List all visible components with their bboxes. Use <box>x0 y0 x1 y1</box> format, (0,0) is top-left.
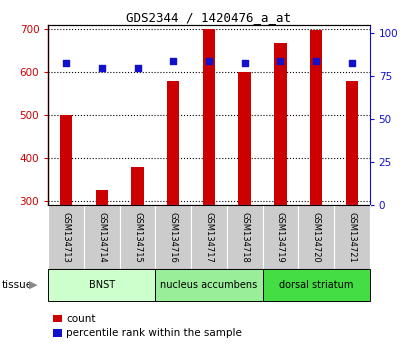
Bar <box>334 205 370 269</box>
Text: nucleus accumbens: nucleus accumbens <box>160 280 257 290</box>
Text: GSM134713: GSM134713 <box>62 212 71 263</box>
Bar <box>131 167 144 205</box>
Text: dorsal striatum: dorsal striatum <box>279 280 353 290</box>
Point <box>349 60 355 65</box>
Bar <box>167 81 179 205</box>
Bar <box>262 269 370 301</box>
Bar <box>191 205 227 269</box>
Text: percentile rank within the sample: percentile rank within the sample <box>66 328 242 338</box>
Text: GSM134716: GSM134716 <box>169 212 178 263</box>
Bar <box>48 269 155 301</box>
Bar <box>84 205 120 269</box>
Bar <box>52 315 62 322</box>
Point <box>312 58 319 64</box>
Bar <box>203 29 215 205</box>
Bar <box>155 205 191 269</box>
Text: GSM134720: GSM134720 <box>312 212 320 263</box>
Title: GDS2344 / 1420476_a_at: GDS2344 / 1420476_a_at <box>126 11 291 24</box>
Bar <box>96 190 108 205</box>
Point <box>98 65 105 70</box>
Bar <box>60 115 72 205</box>
Text: BNST: BNST <box>89 280 115 290</box>
Point <box>206 58 212 64</box>
Bar <box>310 30 322 205</box>
Text: GSM134718: GSM134718 <box>240 212 249 263</box>
Bar <box>298 205 334 269</box>
Text: ▶: ▶ <box>29 280 37 290</box>
Bar <box>274 43 286 205</box>
Text: GSM134714: GSM134714 <box>97 212 106 263</box>
Point <box>241 60 248 65</box>
Point <box>170 58 177 64</box>
Bar <box>262 205 298 269</box>
Bar <box>227 205 262 269</box>
Bar <box>48 205 84 269</box>
Point <box>63 60 70 65</box>
Bar <box>346 81 358 205</box>
Text: GSM134721: GSM134721 <box>347 212 356 263</box>
Text: count: count <box>66 314 95 324</box>
Point <box>277 58 284 64</box>
Text: GSM134719: GSM134719 <box>276 212 285 263</box>
Bar <box>120 205 155 269</box>
Bar <box>239 72 251 205</box>
Text: GSM134715: GSM134715 <box>133 212 142 263</box>
Point <box>134 65 141 70</box>
Bar <box>52 329 62 337</box>
Text: GSM134717: GSM134717 <box>205 212 213 263</box>
Bar <box>155 269 262 301</box>
Text: tissue: tissue <box>2 280 33 290</box>
